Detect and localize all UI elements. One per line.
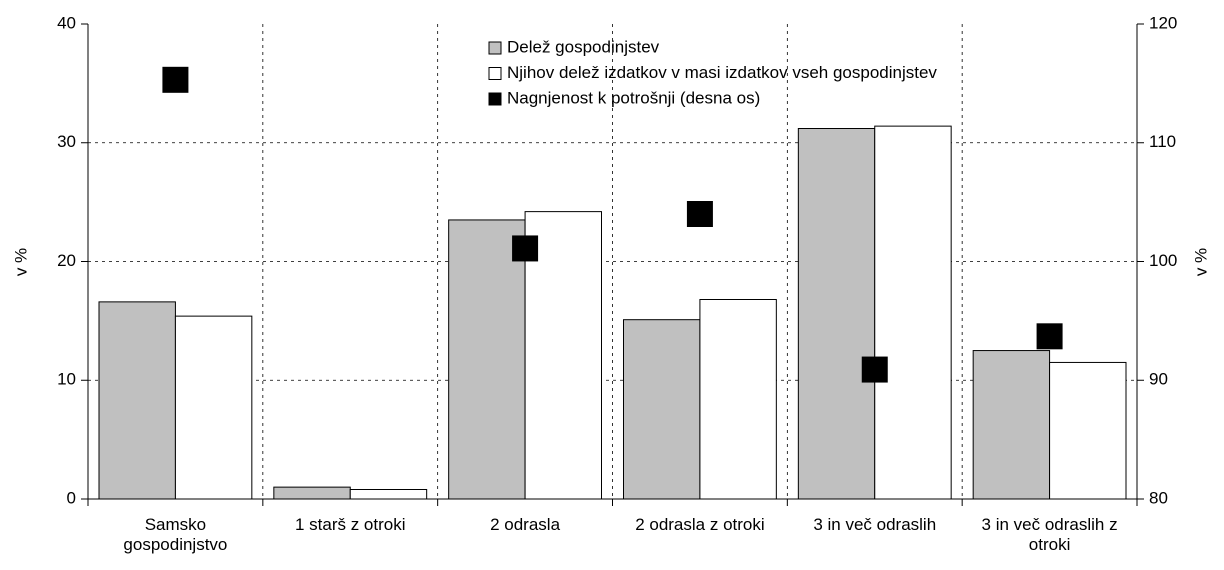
bar <box>448 219 526 500</box>
marker <box>686 201 713 227</box>
y2-tick-label: 90 <box>1149 370 1168 389</box>
y-tick-label: 40 <box>57 13 76 32</box>
legend-label: Delež gospodinjstev <box>507 37 660 56</box>
bar <box>273 486 351 500</box>
y2-axis-label: v % <box>1191 248 1210 276</box>
legend-label: Njihov delež izdatkov v masi izdatkov vs… <box>507 63 937 82</box>
y2-tick-label: 100 <box>1149 251 1177 270</box>
marker <box>162 66 189 93</box>
y2-tick-label: 120 <box>1149 13 1177 32</box>
y-tick-label: 30 <box>57 132 76 151</box>
x-tick-label: 1 starš z otroki <box>294 515 406 534</box>
bar <box>623 319 701 500</box>
legend-swatch <box>488 92 502 106</box>
y-tick-label: 20 <box>57 251 76 270</box>
bar <box>699 299 777 500</box>
x-tick-label: 3 in več odraslih <box>813 515 937 534</box>
bar <box>874 125 952 500</box>
legend-swatch <box>488 41 502 55</box>
y-tick-label: 0 <box>67 488 76 507</box>
bar <box>174 315 253 500</box>
x-tick-label: Samsko gospodinjstvo <box>123 515 228 554</box>
marker <box>1036 323 1063 350</box>
legend-label: Nagnjenost k potrošnji (desna os) <box>507 88 760 107</box>
x-tick-label: 3 in več odraslih z otroki <box>981 515 1118 554</box>
bar <box>349 489 428 500</box>
bar <box>1049 361 1127 500</box>
bar <box>98 301 176 500</box>
x-tick-label: 2 odrasla z otroki <box>635 515 765 534</box>
y-tick-label: 10 <box>57 370 76 389</box>
y2-tick-label: 80 <box>1149 488 1168 507</box>
y-axis-label: v % <box>11 248 30 276</box>
marker <box>512 235 539 262</box>
legend-swatch <box>488 67 502 80</box>
x-tick-label: 2 odrasla <box>490 515 561 534</box>
bar <box>797 128 876 500</box>
bar <box>972 350 1051 500</box>
y2-tick-label: 110 <box>1149 132 1176 151</box>
marker <box>861 356 888 383</box>
